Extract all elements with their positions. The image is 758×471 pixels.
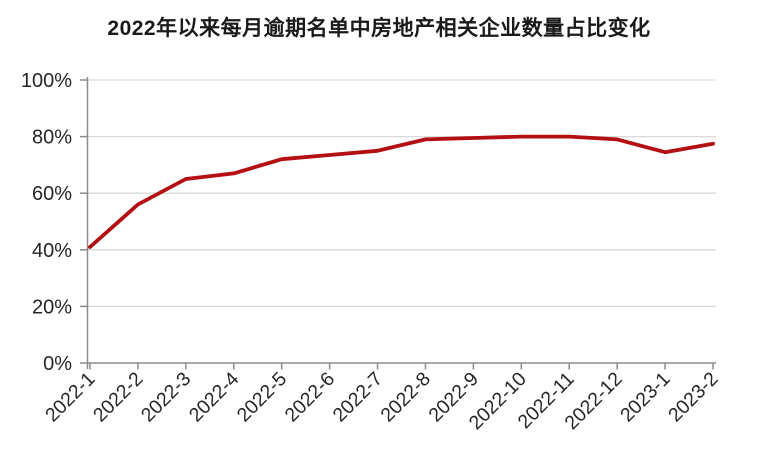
x-axis-label: 2022-8 (377, 368, 435, 426)
y-axis-label: 20% (32, 296, 72, 318)
x-axis-label: 2022-1 (41, 368, 99, 426)
x-axis-label: 2023-1 (616, 368, 674, 426)
data-series-line (88, 134, 715, 249)
x-axis-label: 2022-6 (281, 368, 339, 426)
x-axis-label: 2022-2 (89, 368, 147, 426)
y-axis-label: 60% (32, 183, 72, 205)
y-axis-label: 100% (21, 70, 72, 92)
x-axis-label: 2022-7 (329, 368, 387, 426)
chart-title: 2022年以来每月逾期名单中房地产相关企业数量占比变化 (107, 17, 651, 40)
y-axis-label: 80% (32, 127, 72, 149)
x-axis-label: 2023-2 (664, 368, 722, 426)
x-axis-label: 2022-5 (233, 368, 292, 427)
x-axis-label: 2022-4 (185, 368, 244, 427)
y-axis-label: 40% (32, 240, 72, 262)
x-axis-label: 2022-3 (137, 368, 195, 426)
y-axis-label: 0% (43, 353, 72, 375)
